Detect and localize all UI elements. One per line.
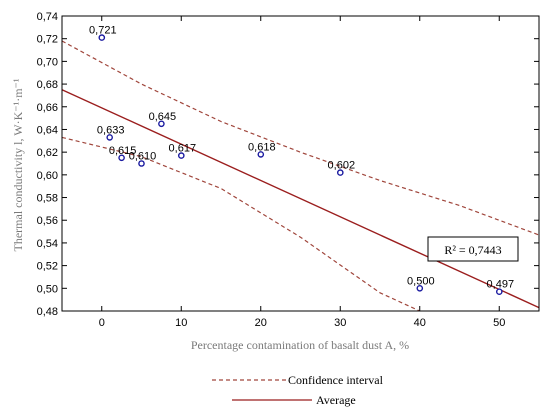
- confidence-lower-line: [62, 136, 422, 311]
- x-tick-label: 0: [99, 317, 105, 329]
- data-label: 0,615: [109, 145, 137, 157]
- data-label: 0,645: [149, 111, 177, 123]
- r-squared-text: R² = 0,7443: [444, 243, 501, 257]
- data-label: 0,602: [328, 160, 356, 172]
- legend: Confidence interval Average: [212, 373, 384, 407]
- x-tick-label: 20: [255, 317, 267, 329]
- y-tick-label: 0,70: [37, 56, 58, 68]
- data-label: 0,610: [129, 151, 157, 163]
- data-label: 0,500: [407, 275, 435, 287]
- plot-frame: [61, 15, 540, 312]
- r-squared-annotation: R² = 0,7443: [427, 236, 519, 262]
- y-tick-label: 0,50: [37, 283, 58, 295]
- legend-confidence-label: Confidence interval: [288, 373, 384, 387]
- r-squared-box: [427, 236, 519, 262]
- data-point: [177, 152, 185, 159]
- y-tick-label: 0,66: [37, 102, 58, 114]
- data-point: [158, 120, 165, 128]
- y-tick-label: 0,60: [37, 170, 58, 182]
- y-tick-label: 0,56: [37, 215, 58, 227]
- y-tick-label: 0,52: [37, 261, 58, 273]
- y-tick-label: 0,72: [37, 34, 58, 46]
- data-label: 0,497: [487, 279, 515, 291]
- y-tick-label: 0,54: [37, 238, 58, 250]
- y-tick-label: 0,64: [37, 124, 58, 136]
- data-point: [495, 288, 503, 296]
- y-tick-label: 0,74: [37, 11, 58, 23]
- data-point: [118, 154, 125, 162]
- y-tick-label: 0,58: [37, 193, 58, 205]
- data-label: 0,721: [89, 25, 117, 37]
- data-point: [106, 134, 113, 141]
- plot-area: [62, 40, 539, 311]
- x-axis-ticks: 0 10 20 30 40 50: [99, 16, 505, 329]
- data-point: [138, 160, 145, 167]
- y-tick-label: 0,62: [37, 147, 58, 159]
- data-label: 0,617: [169, 143, 197, 155]
- x-tick-label: 30: [334, 317, 346, 329]
- y-tick-label: 0,48: [37, 306, 58, 318]
- y-axis-ticks: 0,48 0,50 0,52 0,54 0,56 0,58 0,60 0,62 0,64 0,66…: [37, 11, 539, 318]
- y-axis-title: Thermal conductivity l, W·K⁻¹·m⁻¹: [11, 78, 25, 251]
- confidence-upper-line: [62, 40, 539, 236]
- x-axis-title: Percentage contamination of basalt dust …: [191, 338, 409, 352]
- legend-average-label: Average: [316, 393, 356, 407]
- data-point: [416, 284, 424, 292]
- data-label: 0,618: [248, 141, 276, 153]
- data-point: [336, 169, 344, 176]
- x-tick-label: 40: [414, 317, 426, 329]
- average-fit-line: [62, 89, 539, 309]
- x-tick-label: 50: [493, 317, 505, 329]
- x-tick-label: 10: [175, 317, 187, 329]
- data-point: [257, 151, 265, 158]
- data-label: 0,633: [97, 124, 125, 136]
- data-point: [98, 34, 106, 41]
- data-points: [98, 34, 503, 296]
- y-tick-label: 0,68: [37, 79, 58, 91]
